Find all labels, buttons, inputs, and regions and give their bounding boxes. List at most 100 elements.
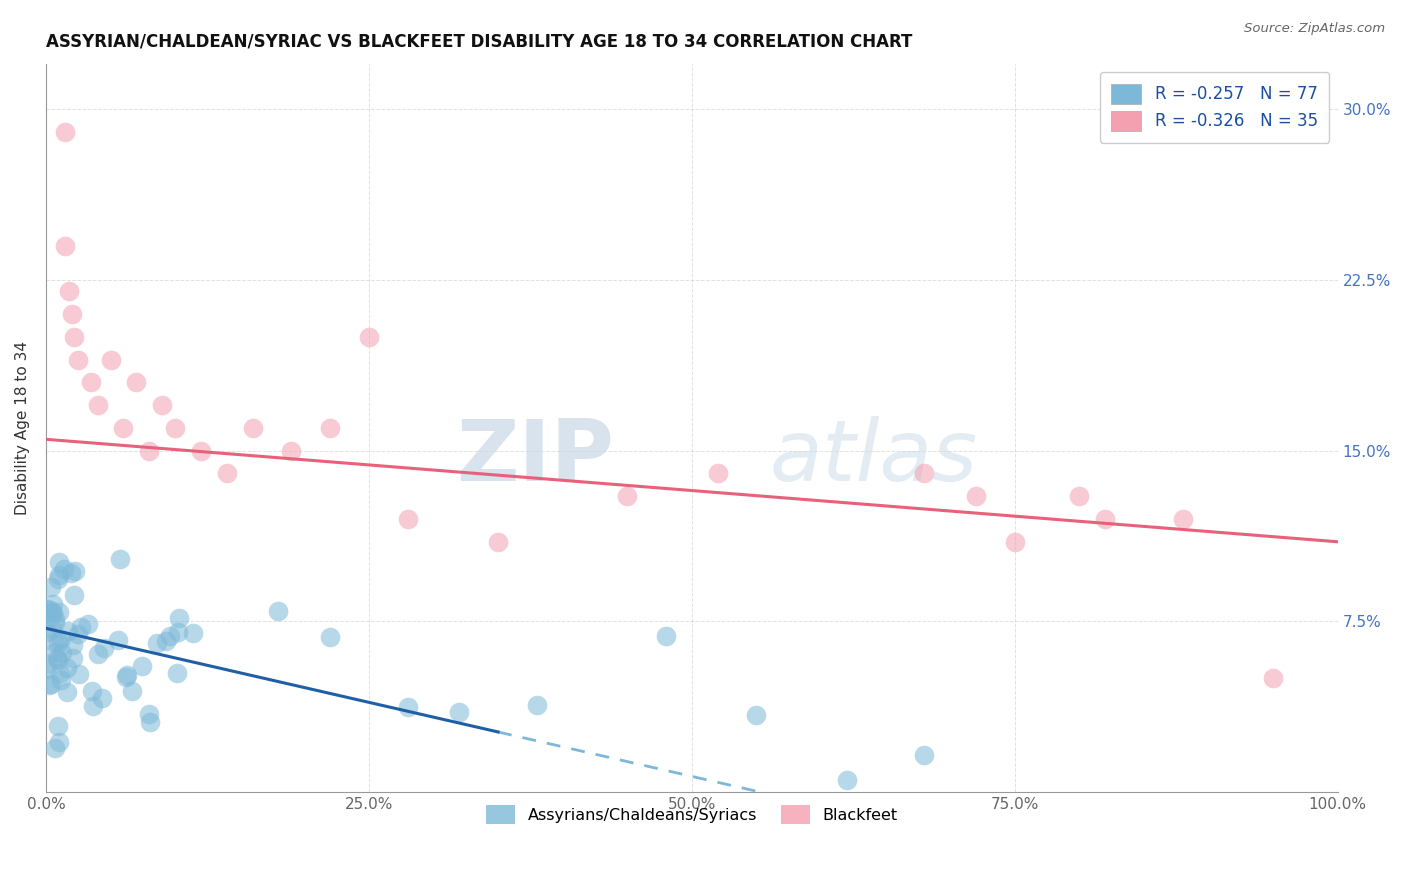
Point bbox=[146, 636, 169, 650]
Point bbox=[55, 661, 77, 675]
Point bbox=[37, 662, 59, 676]
Point bbox=[115, 670, 138, 684]
Point bbox=[835, 772, 858, 787]
Point bbox=[396, 512, 419, 526]
Point bbox=[139, 714, 162, 729]
Point bbox=[44, 635, 66, 649]
Point bbox=[39, 676, 62, 690]
Point bbox=[48, 605, 70, 619]
Text: atlas: atlas bbox=[769, 416, 977, 499]
Point bbox=[46, 653, 69, 667]
Point bbox=[49, 673, 72, 688]
Point bbox=[48, 555, 70, 569]
Point bbox=[215, 467, 238, 481]
Point bbox=[44, 645, 66, 659]
Point bbox=[39, 580, 62, 594]
Point bbox=[70, 620, 93, 634]
Point bbox=[165, 421, 187, 435]
Point bbox=[41, 598, 63, 612]
Point bbox=[93, 640, 115, 655]
Point bbox=[706, 467, 728, 481]
Text: ZIP: ZIP bbox=[457, 416, 614, 499]
Point bbox=[150, 398, 173, 412]
Point bbox=[56, 624, 79, 638]
Point bbox=[53, 125, 76, 139]
Point bbox=[745, 708, 768, 723]
Point bbox=[63, 330, 86, 344]
Point bbox=[41, 622, 63, 636]
Point bbox=[100, 352, 122, 367]
Point bbox=[267, 603, 290, 617]
Point bbox=[190, 443, 212, 458]
Point bbox=[44, 612, 66, 626]
Point bbox=[166, 666, 188, 681]
Point bbox=[80, 376, 103, 390]
Point bbox=[82, 683, 104, 698]
Point bbox=[1004, 534, 1026, 549]
Point bbox=[46, 651, 69, 665]
Point bbox=[53, 238, 76, 252]
Point bbox=[49, 665, 72, 680]
Point bbox=[37, 602, 59, 616]
Point bbox=[82, 698, 104, 713]
Point bbox=[616, 489, 638, 503]
Point bbox=[138, 707, 160, 722]
Point bbox=[41, 605, 63, 619]
Point bbox=[60, 307, 83, 321]
Point bbox=[48, 567, 70, 582]
Point bbox=[90, 691, 112, 706]
Point bbox=[112, 421, 135, 435]
Point bbox=[125, 376, 148, 390]
Point bbox=[107, 633, 129, 648]
Point bbox=[486, 534, 509, 549]
Point bbox=[52, 562, 75, 576]
Legend: Assyrians/Chaldeans/Syriacs, Blackfeet: Assyrians/Chaldeans/Syriacs, Blackfeet bbox=[475, 794, 908, 835]
Point bbox=[1171, 512, 1194, 526]
Point bbox=[1069, 489, 1091, 503]
Point bbox=[526, 698, 548, 713]
Point bbox=[131, 659, 153, 673]
Point bbox=[46, 634, 69, 648]
Point bbox=[155, 634, 177, 648]
Point bbox=[357, 330, 380, 344]
Point bbox=[280, 443, 302, 458]
Point bbox=[319, 630, 342, 644]
Point bbox=[39, 603, 62, 617]
Point bbox=[242, 421, 264, 435]
Point bbox=[87, 647, 110, 661]
Point bbox=[46, 719, 69, 733]
Point bbox=[108, 552, 131, 566]
Point bbox=[51, 646, 73, 660]
Point bbox=[912, 747, 935, 762]
Text: ASSYRIAN/CHALDEAN/SYRIAC VS BLACKFEET DISABILITY AGE 18 TO 34 CORRELATION CHART: ASSYRIAN/CHALDEAN/SYRIAC VS BLACKFEET DI… bbox=[46, 33, 912, 51]
Point bbox=[167, 624, 190, 639]
Point bbox=[51, 632, 73, 647]
Point bbox=[138, 443, 160, 458]
Point bbox=[38, 678, 60, 692]
Y-axis label: Disability Age 18 to 34: Disability Age 18 to 34 bbox=[15, 341, 30, 515]
Text: Source: ZipAtlas.com: Source: ZipAtlas.com bbox=[1244, 22, 1385, 36]
Point bbox=[86, 398, 108, 412]
Point bbox=[655, 629, 678, 643]
Point bbox=[77, 616, 100, 631]
Point bbox=[62, 651, 84, 665]
Point bbox=[44, 740, 66, 755]
Point bbox=[66, 627, 89, 641]
Point bbox=[121, 683, 143, 698]
Point bbox=[46, 572, 69, 586]
Point bbox=[1094, 512, 1116, 526]
Point bbox=[965, 489, 987, 503]
Point bbox=[183, 626, 205, 640]
Point bbox=[1261, 672, 1284, 686]
Point bbox=[65, 565, 87, 579]
Point bbox=[167, 611, 190, 625]
Point bbox=[63, 588, 86, 602]
Point bbox=[48, 735, 70, 749]
Point bbox=[396, 700, 419, 714]
Point bbox=[42, 606, 65, 620]
Point bbox=[59, 566, 82, 580]
Point bbox=[37, 624, 59, 639]
Point bbox=[449, 705, 471, 719]
Point bbox=[67, 666, 90, 681]
Point bbox=[159, 629, 181, 643]
